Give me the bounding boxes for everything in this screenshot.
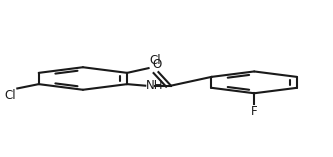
Text: F: F bbox=[251, 105, 257, 118]
Text: Cl: Cl bbox=[150, 54, 161, 67]
Text: Cl: Cl bbox=[4, 89, 16, 102]
Text: NH: NH bbox=[146, 79, 164, 92]
Text: O: O bbox=[152, 58, 162, 70]
